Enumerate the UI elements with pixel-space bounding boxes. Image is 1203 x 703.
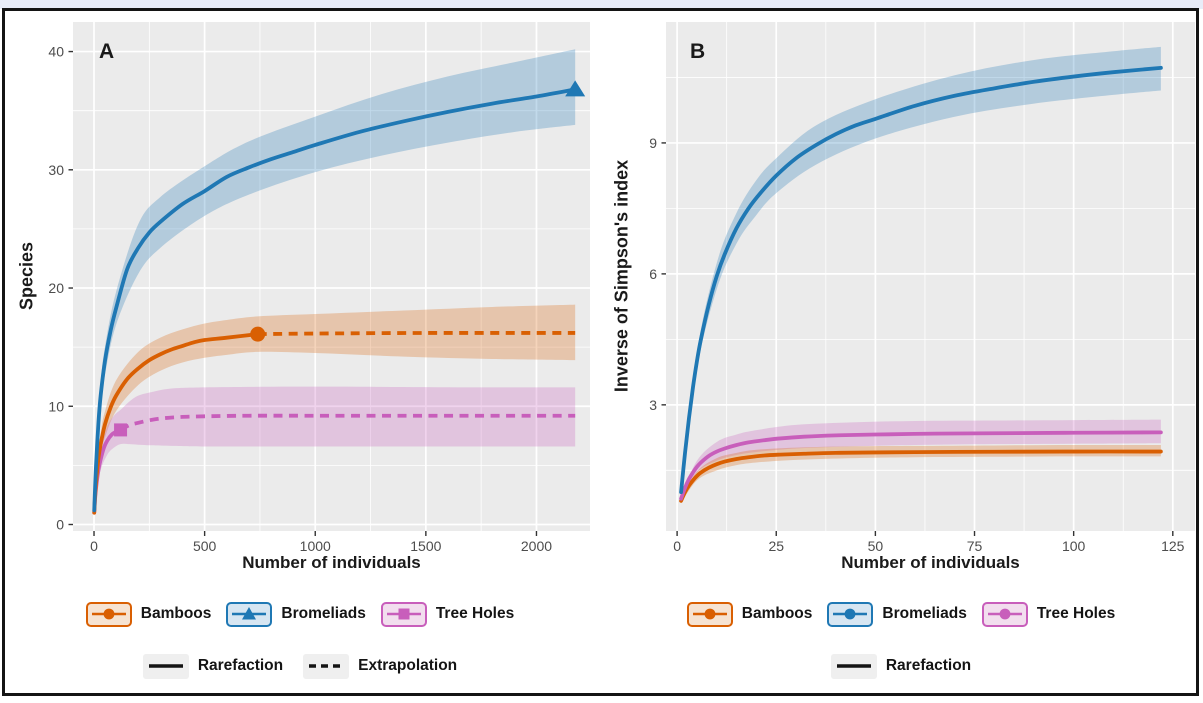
panel-a-letter: A	[99, 40, 115, 63]
legend-item-bromeliads: Bromeliads	[827, 601, 967, 627]
solid-line-key-icon	[830, 653, 877, 679]
panel-b-x-axis-title: Number of individuals	[841, 553, 1020, 572]
svg-text:50: 50	[868, 538, 884, 554]
svg-text:25: 25	[768, 538, 784, 554]
legend-item-extrapolation: Extrapolation	[303, 653, 458, 679]
legend-label-bamboos: Bamboos	[140, 605, 212, 622]
svg-text:0: 0	[90, 538, 98, 554]
legend-label-rarefaction: Rarefaction	[197, 657, 284, 674]
legend-label-bamboos: Bamboos	[741, 605, 813, 622]
svg-text:2000: 2000	[521, 538, 552, 554]
svg-text:40: 40	[48, 44, 64, 60]
tree-holes-legend-key-icon	[380, 601, 427, 627]
panel-b-y-axis-title: Inverse of Simpson's index	[611, 159, 632, 393]
bamboos-legend-key-icon	[686, 601, 733, 627]
svg-text:1500: 1500	[410, 538, 441, 554]
bamboos-legend-key-icon	[85, 601, 132, 627]
svg-text:75: 75	[967, 538, 983, 554]
panel-b-letter: B	[690, 40, 706, 63]
legend-item-bromeliads: Bromeliads	[226, 601, 366, 627]
svg-text:100: 100	[1062, 538, 1086, 554]
svg-text:30: 30	[48, 162, 64, 178]
svg-text:6: 6	[649, 266, 657, 282]
legend-item-tree-holes: Tree Holes	[380, 601, 515, 627]
legend-label-tree-holes: Tree Holes	[435, 605, 515, 622]
legend-item-tree-holes: Tree Holes	[981, 601, 1116, 627]
bromeliads-legend-key-icon	[827, 601, 874, 627]
panel-a-linetype-legend: Rarefaction Extrapolation	[8, 650, 592, 682]
panel-a-group-legend: Bamboos Bromeliads Tree Holes	[8, 598, 592, 630]
bromeliads-legend-key-icon	[226, 601, 273, 627]
panel-a-x-axis-title: Number of individuals	[242, 553, 421, 572]
svg-text:0: 0	[673, 538, 681, 554]
top-margin-strip	[0, 0, 1203, 9]
svg-text:20: 20	[48, 280, 64, 296]
legend-label-tree-holes: Tree Holes	[1036, 605, 1116, 622]
legend-label-bromeliads: Bromeliads	[882, 605, 967, 622]
legend-label-extrapolation: Extrapolation	[358, 657, 458, 674]
legend-item-rarefaction: Rarefaction	[142, 653, 284, 679]
legend-label-rarefaction: Rarefaction	[885, 657, 972, 674]
legend-label-bromeliads: Bromeliads	[281, 605, 366, 622]
svg-text:125: 125	[1161, 538, 1185, 554]
panel-a-y-axis-title: Species	[16, 241, 37, 311]
legend-item-rarefaction: Rarefaction	[830, 653, 972, 679]
tree-holes-legend-key-icon	[981, 601, 1028, 627]
svg-text:3: 3	[649, 397, 657, 413]
svg-text:500: 500	[193, 538, 217, 554]
svg-text:1000: 1000	[300, 538, 331, 554]
panel-b-linetype-legend: Rarefaction	[606, 650, 1196, 682]
legend-item-bamboos: Bamboos	[686, 601, 813, 627]
legend-item-bamboos: Bamboos	[85, 601, 212, 627]
svg-text:10: 10	[48, 398, 64, 414]
panel-b-group-legend: Bamboos Bromeliads Tree Holes	[606, 598, 1196, 630]
dashed-line-key-icon	[303, 653, 350, 679]
svg-text:9: 9	[649, 135, 657, 151]
solid-line-key-icon	[142, 653, 189, 679]
svg-text:0: 0	[56, 516, 64, 532]
